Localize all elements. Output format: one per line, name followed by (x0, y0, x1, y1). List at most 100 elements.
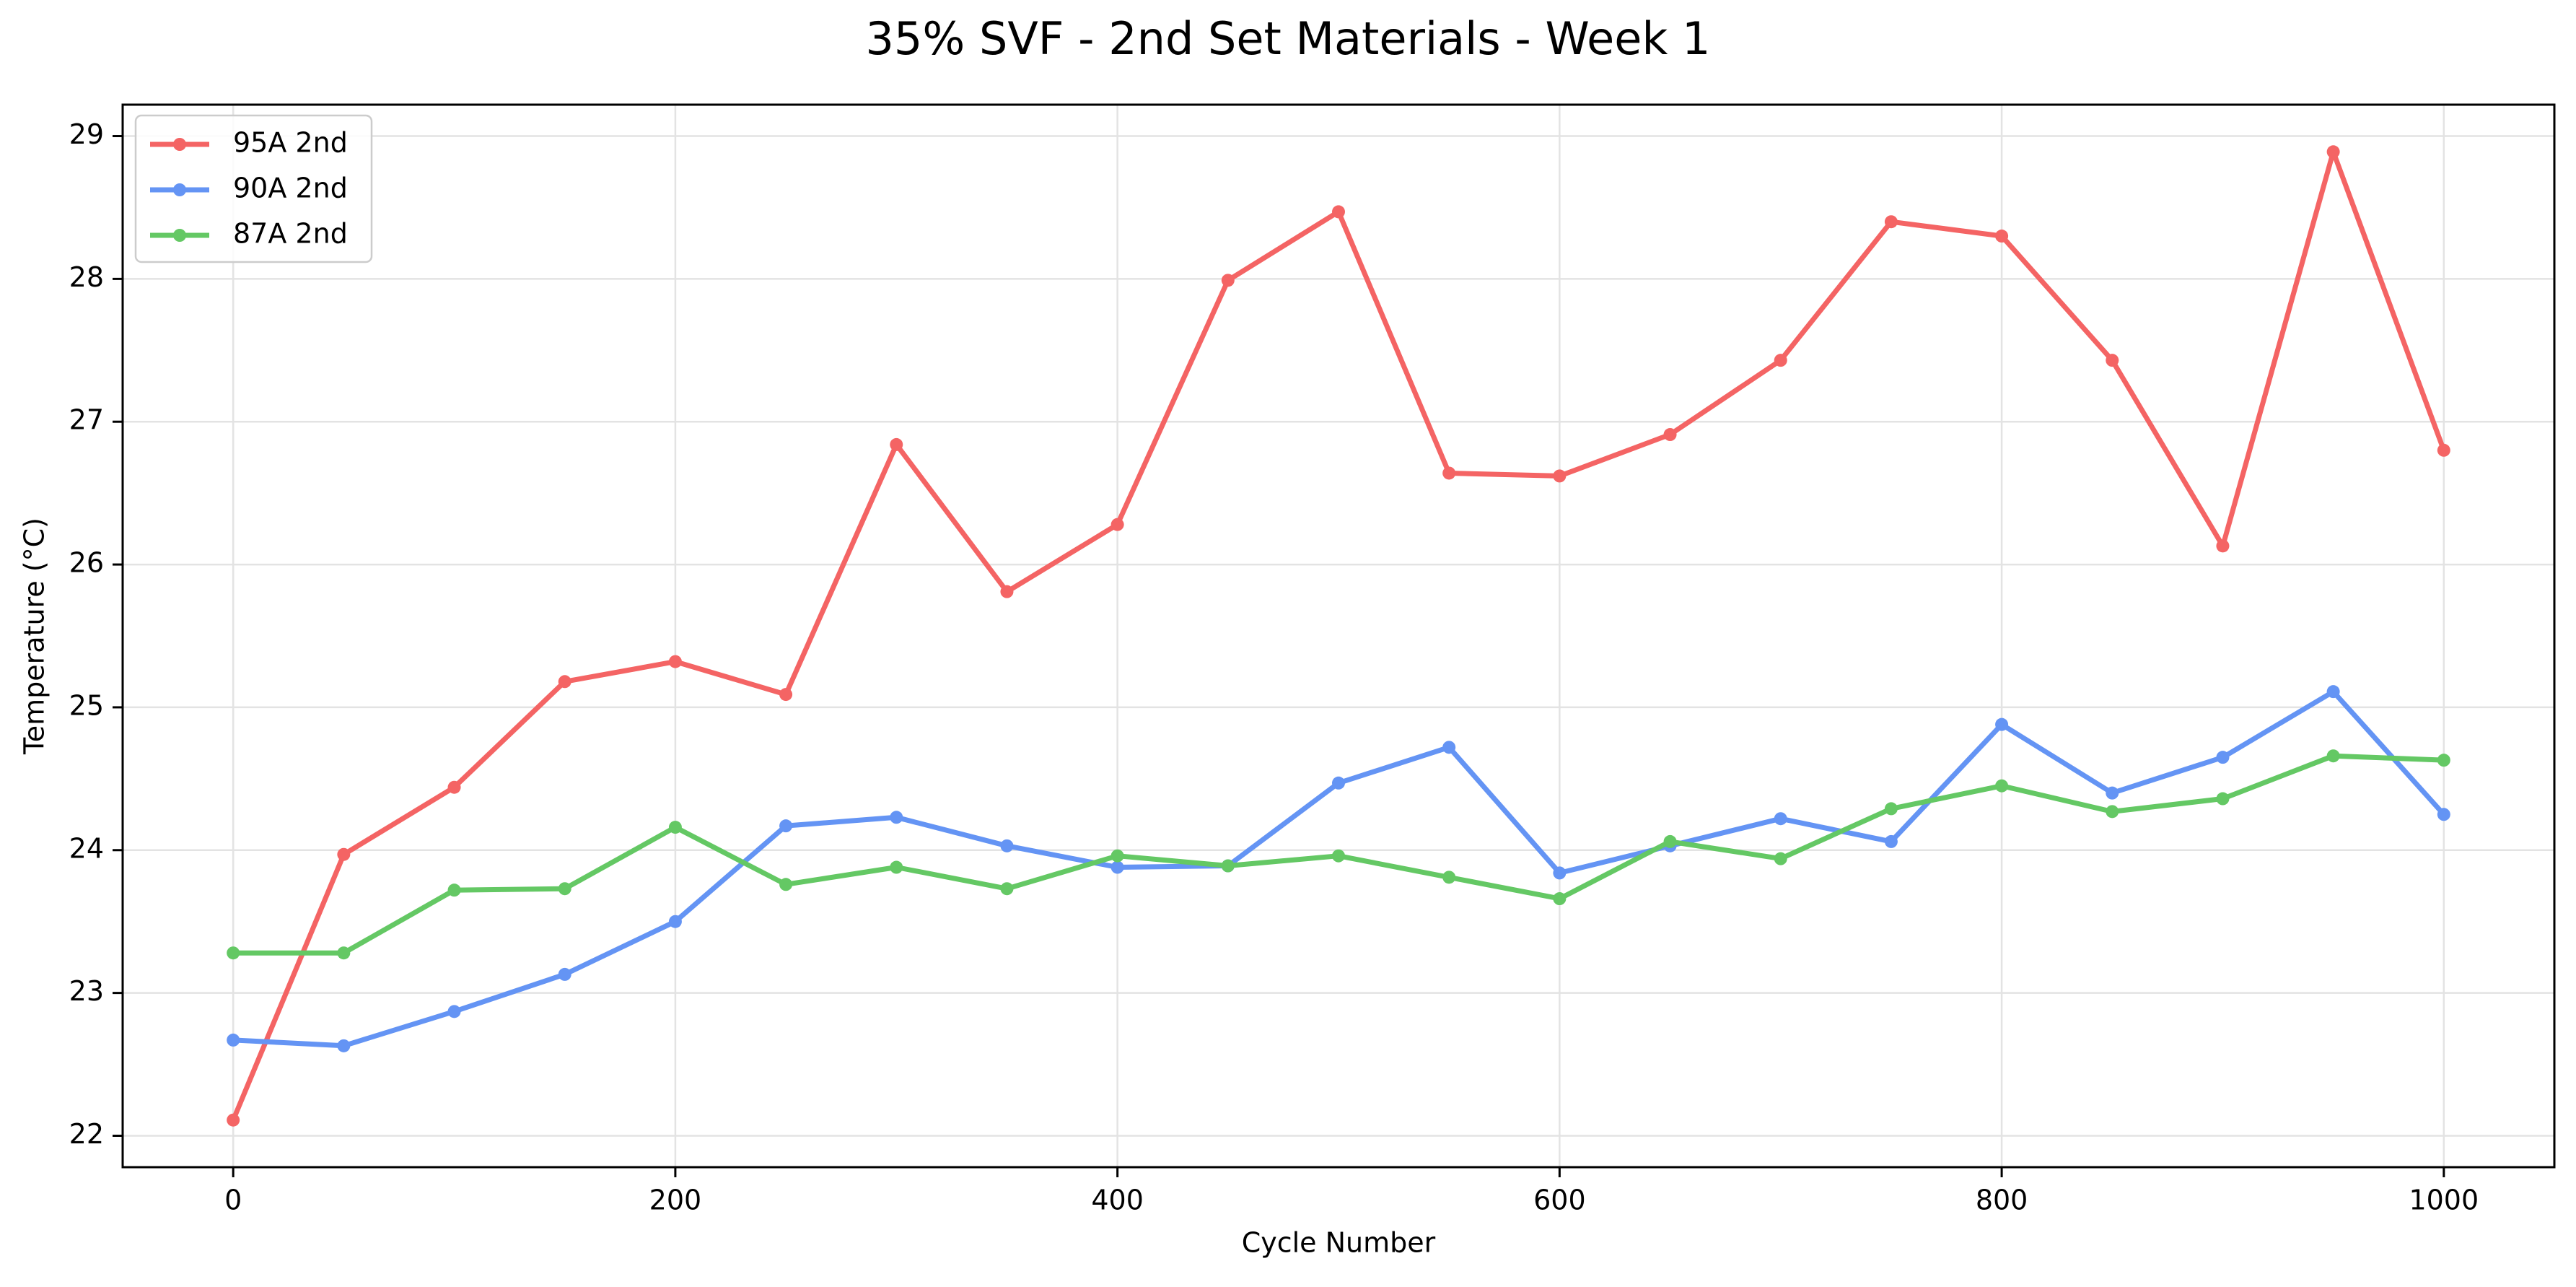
data-point (1774, 354, 1787, 367)
data-point (1995, 230, 2009, 243)
data-point (668, 915, 682, 928)
y-tick-label: 23 (69, 975, 104, 1007)
data-point (1553, 866, 1567, 880)
chart-title: 35% SVF - 2nd Set Materials - Week 1 (865, 12, 1710, 65)
data-point (668, 821, 682, 834)
data-point (2437, 808, 2450, 821)
legend-point-marker (173, 183, 186, 196)
data-point (2216, 792, 2230, 806)
data-point (227, 1033, 240, 1047)
data-point (1221, 859, 1235, 873)
data-point (447, 1005, 461, 1018)
x-axis-label: Cycle Number (1242, 1227, 1436, 1259)
data-point (890, 860, 903, 874)
legend-point-marker (173, 138, 186, 151)
data-point (1553, 892, 1567, 906)
legend-label: 87A 2nd (233, 218, 348, 250)
data-point (2106, 805, 2119, 819)
data-point (1884, 215, 1898, 229)
plot-frame (121, 103, 2556, 1169)
data-point (447, 884, 461, 897)
legend-point-marker (173, 229, 186, 242)
data-point (1774, 852, 1787, 865)
data-point (558, 882, 571, 896)
y-tick-label: 24 (69, 832, 104, 864)
data-point (2106, 354, 2119, 367)
data-point (779, 688, 793, 702)
data-point (1000, 585, 1014, 598)
y-tick-label: 28 (69, 261, 104, 293)
y-tick-label: 27 (69, 404, 104, 436)
data-point (1663, 428, 1677, 442)
series-group (227, 685, 2450, 1052)
data-point (2437, 754, 2450, 767)
x-tick-label: 400 (1091, 1185, 1144, 1216)
y-axis-ticks: 22 23 24 25 26 27 28 29 (69, 118, 123, 1150)
y-tick-label: 29 (69, 118, 104, 150)
legend-entries: 95A 2nd 90A 2nd 87A 2nd (150, 127, 348, 250)
data-point (1442, 741, 1456, 754)
data-point (890, 811, 903, 824)
x-tick-label: 800 (1976, 1185, 2028, 1216)
data-point (2106, 786, 2119, 800)
data-point (227, 1113, 240, 1127)
series-group (227, 145, 2450, 1127)
data-point (668, 655, 682, 668)
data-point (1332, 849, 1345, 863)
data-point (1553, 469, 1567, 483)
y-axis-label: Temperature (°C) (19, 518, 51, 755)
data-point (2216, 751, 2230, 764)
data-point (1663, 834, 1677, 848)
x-tick-label: 600 (1533, 1185, 1586, 1216)
data-point (1110, 860, 1124, 874)
data-point (2326, 145, 2340, 159)
data-point (1442, 871, 1456, 884)
data-point (1221, 274, 1235, 287)
legend-entry: 90A 2nd (150, 173, 348, 204)
data-point (2437, 443, 2450, 457)
grid-lines (123, 105, 2554, 1167)
series-group (227, 749, 2450, 960)
data-point (1774, 812, 1787, 826)
data-point (1000, 839, 1014, 852)
data-point (558, 675, 571, 689)
legend-box (134, 114, 373, 263)
y-tick-label: 22 (69, 1118, 104, 1150)
data-point (1884, 802, 1898, 816)
data-point (1332, 776, 1345, 790)
data-point (2216, 539, 2230, 553)
data-point (337, 946, 351, 960)
data-point (1995, 717, 2009, 731)
data-point (337, 847, 351, 861)
legend-entry: 95A 2nd (150, 127, 348, 159)
x-tick-label: 200 (649, 1185, 702, 1216)
data-point (2326, 749, 2340, 763)
data-series (227, 145, 2450, 1127)
legend-label: 90A 2nd (233, 173, 348, 204)
legend-entry: 87A 2nd (150, 218, 348, 250)
y-tick-label: 26 (69, 547, 104, 579)
data-point (1110, 849, 1124, 863)
data-point (558, 967, 571, 981)
data-point (1110, 518, 1124, 531)
data-point (779, 819, 793, 833)
data-point (1442, 466, 1456, 480)
data-point (2326, 685, 2340, 699)
y-tick-label: 25 (69, 689, 104, 721)
data-point (337, 1039, 351, 1052)
x-axis-ticks: 0 200 400 600 800 1000 (224, 1167, 2479, 1216)
x-tick-label: 0 (224, 1185, 242, 1216)
data-point (1995, 779, 2009, 793)
x-tick-label: 1000 (2409, 1185, 2479, 1216)
data-point (1332, 205, 1345, 219)
data-point (1884, 834, 1898, 848)
data-point (1000, 882, 1014, 896)
data-point (779, 878, 793, 891)
legend-label: 95A 2nd (233, 127, 348, 159)
data-point (890, 437, 903, 451)
legend: 95A 2nd 90A 2nd 87A 2nd (134, 114, 373, 263)
data-point (227, 946, 240, 960)
data-point (447, 780, 461, 794)
